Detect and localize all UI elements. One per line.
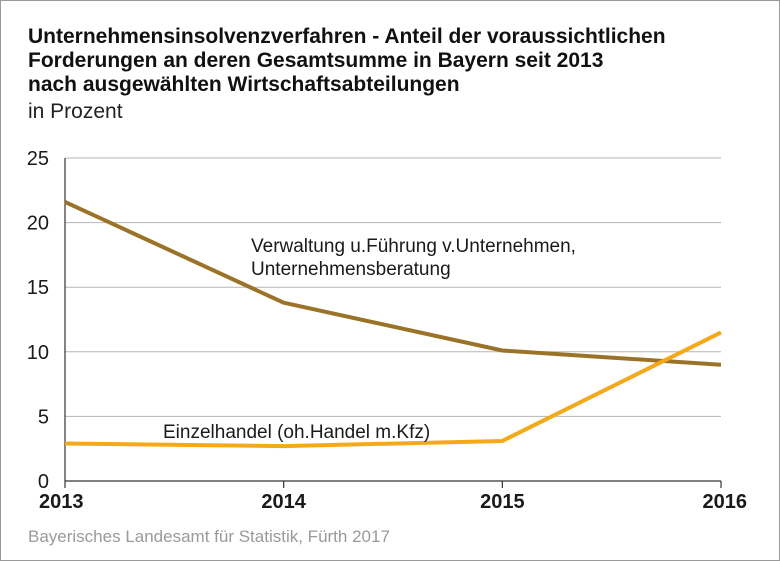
series-line-1: [64, 200, 722, 367]
y-tick-label-25: 25: [27, 148, 49, 170]
title-line-1: Unternehmensinsolvenzverfahren - Anteil …: [28, 25, 666, 48]
series-label-1-line-2: Unternehmensberatung: [251, 259, 451, 280]
series-line-2: [64, 330, 722, 449]
y-tick-label-20: 20: [27, 213, 49, 235]
source-note: Bayerisches Landesamt für Statistik, Für…: [28, 527, 390, 546]
title-line-2: Forderungen an deren Gesamtsumme in Baye…: [28, 49, 604, 72]
y-tick-label-5: 5: [38, 406, 49, 428]
y-tick-label-15: 15: [27, 277, 49, 299]
chart-subtitle: in Prozent: [28, 100, 123, 123]
chart-title: Unternehmensinsolvenzverfahren - Anteil …: [28, 25, 768, 97]
x-tick-label-2016: 2016: [703, 491, 748, 513]
series-label-1-line-1: Verwaltung u.Führung v.Unternehmen,: [251, 236, 576, 257]
y-tick-label-0: 0: [38, 471, 49, 493]
x-tick-label-2013: 2013: [39, 491, 84, 513]
x-tick-label-2014: 2014: [261, 491, 306, 513]
title-line-3: nach ausgewählten Wirtschaftsabteilungen: [28, 73, 460, 96]
x-tick-label-2015: 2015: [480, 491, 525, 513]
series-label-2-line-1: Einzelhandel (oh.Handel m.Kfz): [163, 422, 430, 443]
y-tick-label-10: 10: [27, 342, 49, 364]
